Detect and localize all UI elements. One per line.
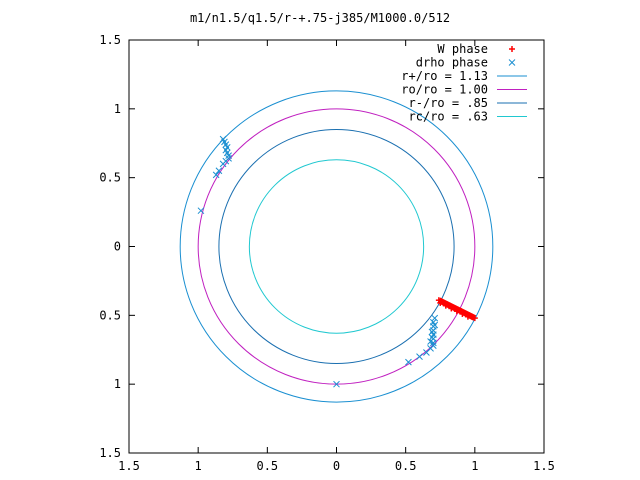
legend-label: rc/ro = .63	[409, 110, 488, 124]
x-tick-label: 0.5	[395, 459, 417, 473]
legend-label: r-/ro = .85	[409, 96, 488, 110]
axis-ticks: 1.5 1 0.5 0 0.5 1 1.51.510.500.511.5	[99, 33, 555, 473]
y-tick-label: 1.5	[99, 446, 121, 460]
circle-series	[218, 128, 455, 365]
w-phase-point	[464, 313, 471, 320]
circle-layer	[179, 90, 494, 403]
drho-phase-point	[428, 328, 436, 336]
drho-phase-point	[215, 167, 223, 175]
w-phase-point	[453, 308, 460, 315]
chart-title: m1/n1.5/q1.5/r-+.75-j385/M1000.0/512	[190, 11, 450, 25]
drho-phase-point	[212, 171, 220, 179]
x-tick-label: 1.5	[533, 459, 555, 473]
drho-phase-point	[225, 152, 232, 159]
x-tick-label: 0.5	[256, 459, 278, 473]
y-tick-label: 0	[114, 240, 121, 254]
y-tick-label: 0.5	[99, 308, 121, 322]
y-tick-label: 0.5	[99, 171, 121, 185]
x-tick-label: 0	[333, 459, 340, 473]
w-phase-point	[459, 310, 466, 317]
x-tick-label: 1	[195, 459, 202, 473]
points-layer	[197, 135, 478, 388]
legend-marker-sample	[508, 59, 516, 66]
drho-phase-point	[197, 207, 205, 215]
circle-series	[248, 159, 425, 334]
legend-label: drho phase	[416, 56, 488, 70]
drho-phase-point	[405, 358, 412, 366]
y-tick-label: 1	[114, 377, 121, 391]
legend-label: r+/ro = 1.13	[401, 69, 488, 83]
drho-phase-point	[219, 160, 227, 168]
w-phase-point	[437, 299, 444, 306]
drho-phase-point	[427, 338, 434, 345]
x-tick-label: 1.5	[118, 459, 140, 473]
w-phase-point	[448, 305, 455, 312]
legend-label: W phase	[437, 42, 488, 56]
w-phase-point	[442, 302, 449, 309]
w-phase-point	[471, 315, 478, 322]
x-tick-label: 1	[471, 459, 478, 473]
y-tick-label: 1	[114, 102, 121, 116]
drho-phase-point	[431, 321, 439, 329]
drho-phase-point	[428, 334, 436, 341]
drho-phase-point	[416, 353, 423, 360]
legend-marker-sample	[509, 46, 515, 52]
drho-phase-point	[429, 342, 437, 349]
y-tick-label: 1.5	[99, 33, 121, 47]
legend-label: ro/ro = 1.00	[401, 83, 488, 97]
drho-phase-point	[333, 380, 340, 388]
circle-series	[179, 90, 494, 403]
drho-phase-point	[431, 314, 439, 322]
